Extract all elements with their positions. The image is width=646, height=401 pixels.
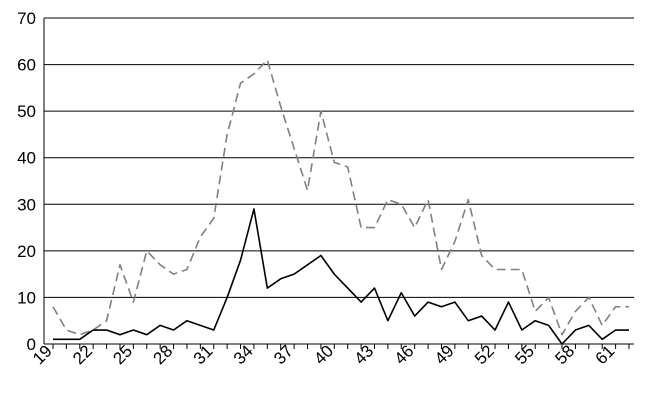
y-tick-label: 20: [17, 242, 36, 261]
x-tick-label: 22: [69, 341, 96, 368]
x-tick-label: 61: [592, 341, 619, 368]
y-tick-label: 70: [17, 9, 36, 28]
y-tick-label: 40: [17, 149, 36, 168]
x-tick-label: 49: [431, 341, 458, 368]
x-tick-label: 40: [310, 341, 337, 368]
gridlines: [43, 17, 634, 349]
y-tick-label: 30: [17, 195, 36, 214]
series-line-1: [52, 59, 629, 336]
x-tick-label: 34: [230, 341, 257, 368]
y-axis-ticks: 0 10 20 30 40 50 60 70: [17, 9, 36, 354]
x-tick-label: 37: [270, 341, 297, 368]
x-tick-label: 58: [551, 341, 578, 368]
x-tick-label: 25: [109, 341, 136, 368]
x-tick-label: 31: [190, 341, 217, 368]
y-tick-label: 50: [17, 102, 36, 121]
y-tick-label: 60: [17, 56, 36, 75]
x-tick-label: 52: [471, 341, 498, 368]
x-tick-label: 55: [511, 341, 538, 368]
x-tick-label: 28: [150, 341, 177, 368]
y-tick-label: 10: [17, 288, 36, 307]
series-lines: [52, 59, 629, 345]
y-tick-label: 0: [27, 335, 36, 354]
x-tick-label: 43: [351, 341, 378, 368]
series-line-2: [53, 208, 629, 345]
x-axis-ticks: 19 22 25 28 31 34 37 40 43 46 49 52 55 58 61: [29, 341, 618, 368]
x-tick-label: 46: [391, 341, 418, 368]
